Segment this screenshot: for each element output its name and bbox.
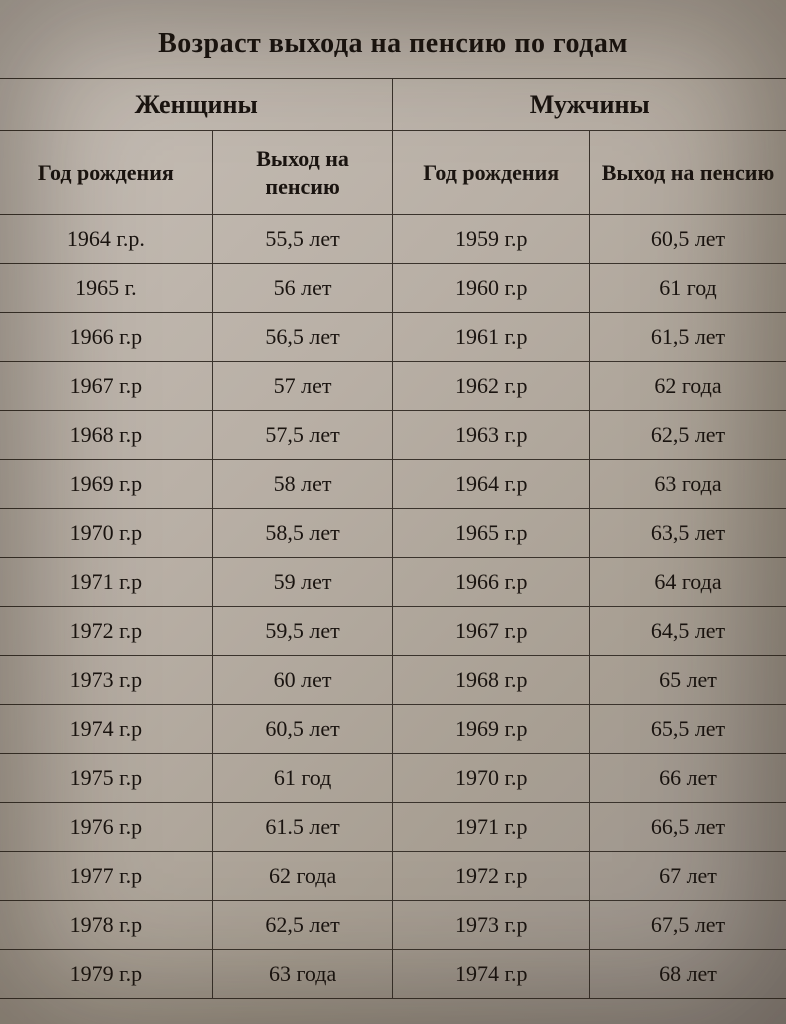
table-cell: 1978 г.р: [0, 901, 212, 950]
table-cell: 61 год: [589, 264, 786, 313]
group-header-men: Мужчины: [393, 79, 786, 131]
col-header-women-age: Выход на пенсию: [212, 131, 393, 215]
table-cell: 58,5 лет: [212, 509, 393, 558]
table-cell: 64 года: [589, 558, 786, 607]
table-cell: 1964 г.р.: [0, 215, 212, 264]
table-cell: 59 лет: [212, 558, 393, 607]
table-row: 1973 г.р60 лет1968 г.р65 лет: [0, 656, 786, 705]
page-title: Возраст выхода на пенсию по годам: [0, 28, 786, 60]
table-row: 1965 г.56 лет1960 г.р61 год: [0, 264, 786, 313]
table-cell: 62,5 лет: [589, 411, 786, 460]
col-header-men-year: Год рождения: [393, 131, 590, 215]
table-row: 1968 г.р57,5 лет1963 г.р62,5 лет: [0, 411, 786, 460]
table-cell: 63 года: [589, 460, 786, 509]
table-row: 1970 г.р58,5 лет1965 г.р63,5 лет: [0, 509, 786, 558]
table-cell: 1977 г.р: [0, 852, 212, 901]
table-cell: 1973 г.р: [0, 656, 212, 705]
table-cell: 1974 г.р: [0, 705, 212, 754]
table-cell: 1974 г.р: [393, 950, 590, 999]
table-row: 1977 г.р62 года1972 г.р67 лет: [0, 852, 786, 901]
table-cell: 1964 г.р: [393, 460, 590, 509]
table-row: 1967 г.р57 лет1962 г.р62 года: [0, 362, 786, 411]
table-row: 1969 г.р58 лет1964 г.р63 года: [0, 460, 786, 509]
table-cell: 57,5 лет: [212, 411, 393, 460]
table-cell: 66 лет: [589, 754, 786, 803]
column-header-row: Год рождения Выход на пенсию Год рождени…: [0, 131, 786, 215]
table-row: 1979 г.р63 года1974 г.р68 лет: [0, 950, 786, 999]
table-row: 1975 г.р61 год1970 г.р66 лет: [0, 754, 786, 803]
table-cell: 60,5 лет: [589, 215, 786, 264]
group-header-row: Женщины Мужчины: [0, 79, 786, 131]
table-cell: 63,5 лет: [589, 509, 786, 558]
table-cell: 64,5 лет: [589, 607, 786, 656]
table-cell: 1972 г.р: [0, 607, 212, 656]
table-cell: 1961 г.р: [393, 313, 590, 362]
table-cell: 1969 г.р: [0, 460, 212, 509]
table-cell: 1968 г.р: [393, 656, 590, 705]
table-cell: 60 лет: [212, 656, 393, 705]
table-cell: 58 лет: [212, 460, 393, 509]
table-cell: 62 года: [589, 362, 786, 411]
table-cell: 1966 г.р: [0, 313, 212, 362]
table-cell: 1973 г.р: [393, 901, 590, 950]
table-cell: 1967 г.р: [0, 362, 212, 411]
table-cell: 55,5 лет: [212, 215, 393, 264]
table-cell: 1962 г.р: [393, 362, 590, 411]
col-header-men-age: Выход на пенсию: [589, 131, 786, 215]
table-cell: 1979 г.р: [0, 950, 212, 999]
table-cell: 57 лет: [212, 362, 393, 411]
group-header-women: Женщины: [0, 79, 393, 131]
table-cell: 1959 г.р: [393, 215, 590, 264]
table-cell: 56,5 лет: [212, 313, 393, 362]
table-cell: 1975 г.р: [0, 754, 212, 803]
table-row: 1966 г.р56,5 лет1961 г.р61,5 лет: [0, 313, 786, 362]
table-cell: 1968 г.р: [0, 411, 212, 460]
table-row: 1971 г.р59 лет1966 г.р64 года: [0, 558, 786, 607]
table-cell: 59,5 лет: [212, 607, 393, 656]
table-cell: 67,5 лет: [589, 901, 786, 950]
table-cell: 1960 г.р: [393, 264, 590, 313]
table-cell: 1966 г.р: [393, 558, 590, 607]
table-cell: 65 лет: [589, 656, 786, 705]
table-cell: 1967 г.р: [393, 607, 590, 656]
table-cell: 1971 г.р: [0, 558, 212, 607]
pension-table-body: 1964 г.р.55,5 лет1959 г.р60,5 лет1965 г.…: [0, 215, 786, 999]
pension-table-container: Женщины Мужчины Год рождения Выход на пе…: [0, 78, 786, 999]
table-cell: 1965 г.: [0, 264, 212, 313]
table-row: 1978 г.р62,5 лет1973 г.р67,5 лет: [0, 901, 786, 950]
table-row: 1974 г.р60,5 лет1969 г.р65,5 лет: [0, 705, 786, 754]
table-cell: 62 года: [212, 852, 393, 901]
table-cell: 1965 г.р: [393, 509, 590, 558]
table-cell: 65,5 лет: [589, 705, 786, 754]
table-row: 1964 г.р.55,5 лет1959 г.р60,5 лет: [0, 215, 786, 264]
table-cell: 61,5 лет: [589, 313, 786, 362]
table-cell: 1971 г.р: [393, 803, 590, 852]
col-header-women-year: Год рождения: [0, 131, 212, 215]
table-cell: 62,5 лет: [212, 901, 393, 950]
table-cell: 66,5 лет: [589, 803, 786, 852]
table-cell: 1970 г.р: [393, 754, 590, 803]
table-cell: 61.5 лет: [212, 803, 393, 852]
table-cell: 67 лет: [589, 852, 786, 901]
table-cell: 68 лет: [589, 950, 786, 999]
table-cell: 63 года: [212, 950, 393, 999]
table-cell: 61 год: [212, 754, 393, 803]
table-cell: 60,5 лет: [212, 705, 393, 754]
table-cell: 1972 г.р: [393, 852, 590, 901]
table-cell: 1963 г.р: [393, 411, 590, 460]
table-cell: 1969 г.р: [393, 705, 590, 754]
table-row: 1976 г.р61.5 лет1971 г.р66,5 лет: [0, 803, 786, 852]
table-cell: 1976 г.р: [0, 803, 212, 852]
table-row: 1972 г.р59,5 лет1967 г.р64,5 лет: [0, 607, 786, 656]
table-cell: 56 лет: [212, 264, 393, 313]
pension-table: Женщины Мужчины Год рождения Выход на пе…: [0, 78, 786, 999]
table-cell: 1970 г.р: [0, 509, 212, 558]
